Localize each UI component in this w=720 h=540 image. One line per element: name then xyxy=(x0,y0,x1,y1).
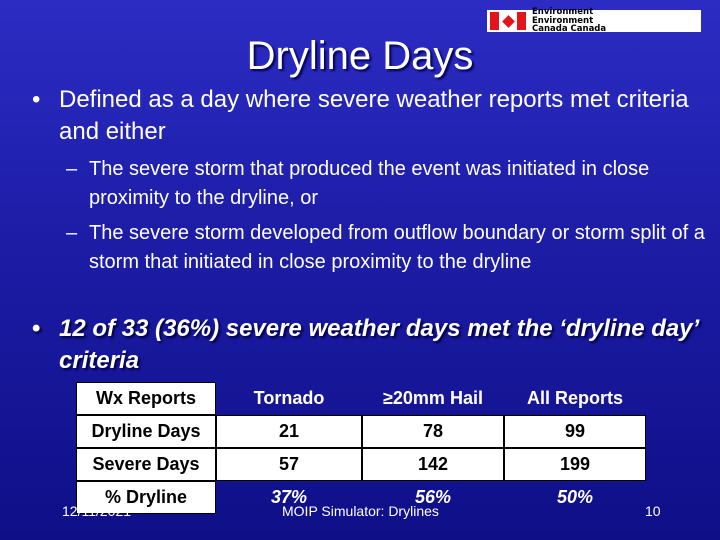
header-cell: Wx Reports xyxy=(76,382,216,415)
table-header-row: Wx Reports Tornado ≥20mm Hail All Report… xyxy=(76,382,646,415)
table-row: Dryline Days 21 78 99 xyxy=(76,415,646,448)
header-cell: Tornado xyxy=(253,388,325,408)
dash-icon: – xyxy=(66,158,78,180)
table-cell: 21 xyxy=(216,415,362,448)
table-cell: 78 xyxy=(362,415,504,448)
header-cell: ≥20mm Hail xyxy=(383,388,483,408)
page-number: 10 xyxy=(645,503,661,519)
bullet-icon: • xyxy=(32,86,41,113)
table-cell: 37% xyxy=(270,487,308,507)
environment-canada-logo: Environment Environment Canada Canada xyxy=(487,7,701,35)
dash-icon: – xyxy=(66,222,78,244)
header-cell: All Reports xyxy=(526,388,623,408)
bullet-definition: • Defined as a day where severe weather … xyxy=(32,84,712,148)
slide-title: Dryline Days xyxy=(246,34,474,78)
sub-bullet-proximity: – The severe storm that produced the eve… xyxy=(66,155,706,213)
table-cell: 57 xyxy=(216,448,362,481)
bullet-summary-text: 12 of 33 (36%) severe weather days met t… xyxy=(59,315,699,374)
sub-bullet-outflow-text: The severe storm developed from outflow … xyxy=(89,222,705,273)
row-label: Dryline Days xyxy=(76,415,216,448)
row-label: % Dryline xyxy=(76,481,216,514)
table-cell: 99 xyxy=(504,415,646,448)
sub-bullet-proximity-text: The severe storm that produced the event… xyxy=(89,158,650,209)
table-row: Severe Days 57 142 199 xyxy=(76,448,646,481)
bullet-definition-text: Defined as a day where severe weather re… xyxy=(59,86,689,145)
table-cell: 56% xyxy=(414,487,452,507)
bullet-icon: • xyxy=(32,315,41,342)
footer-date: 12/11/2021 xyxy=(62,503,132,519)
table-cell: 50% xyxy=(556,487,594,507)
table-cell: 199 xyxy=(504,448,646,481)
logo-wordmark: Environment Environment Canada Canada xyxy=(532,7,607,35)
table-cell: 142 xyxy=(362,448,504,481)
sub-bullet-outflow: – The severe storm developed from outflo… xyxy=(66,219,706,277)
canada-flag-icon xyxy=(490,12,526,30)
footer-center-text: MOIP Simulator: Drylines xyxy=(282,503,439,519)
row-label: Severe Days xyxy=(76,448,216,481)
dryline-stats-table: Wx Reports Tornado ≥20mm Hail All Report… xyxy=(76,382,646,514)
table-row: % Dryline 37% 56% 50% xyxy=(76,481,646,514)
bullet-summary: • 12 of 33 (36%) severe weather days met… xyxy=(32,313,712,377)
